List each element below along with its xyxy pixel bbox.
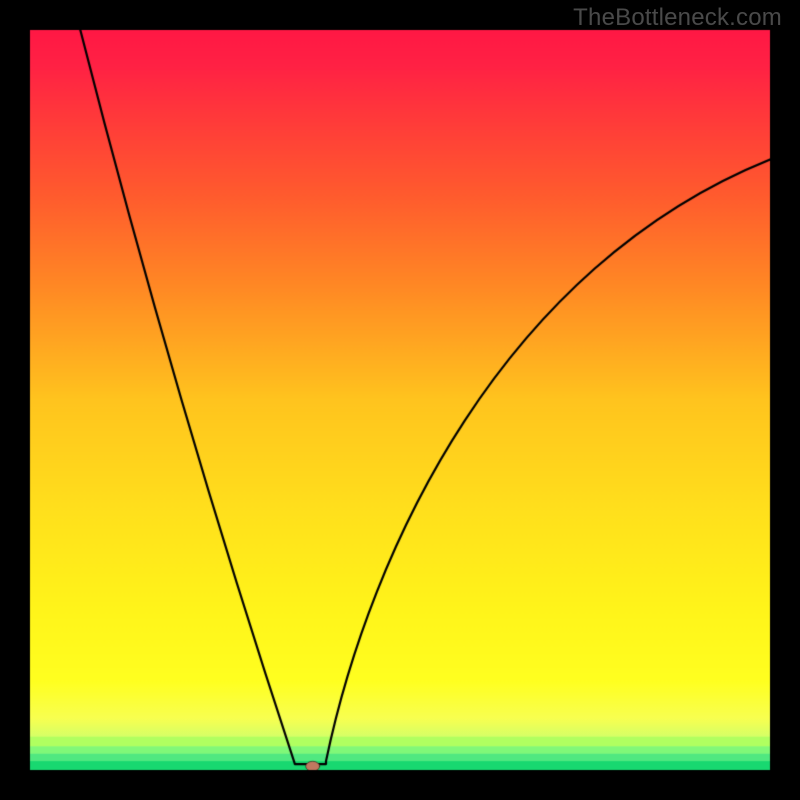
watermark-text: TheBottleneck.com — [573, 4, 782, 32]
bottleneck-curve-chart — [0, 0, 800, 800]
chart-container — [0, 0, 800, 800]
